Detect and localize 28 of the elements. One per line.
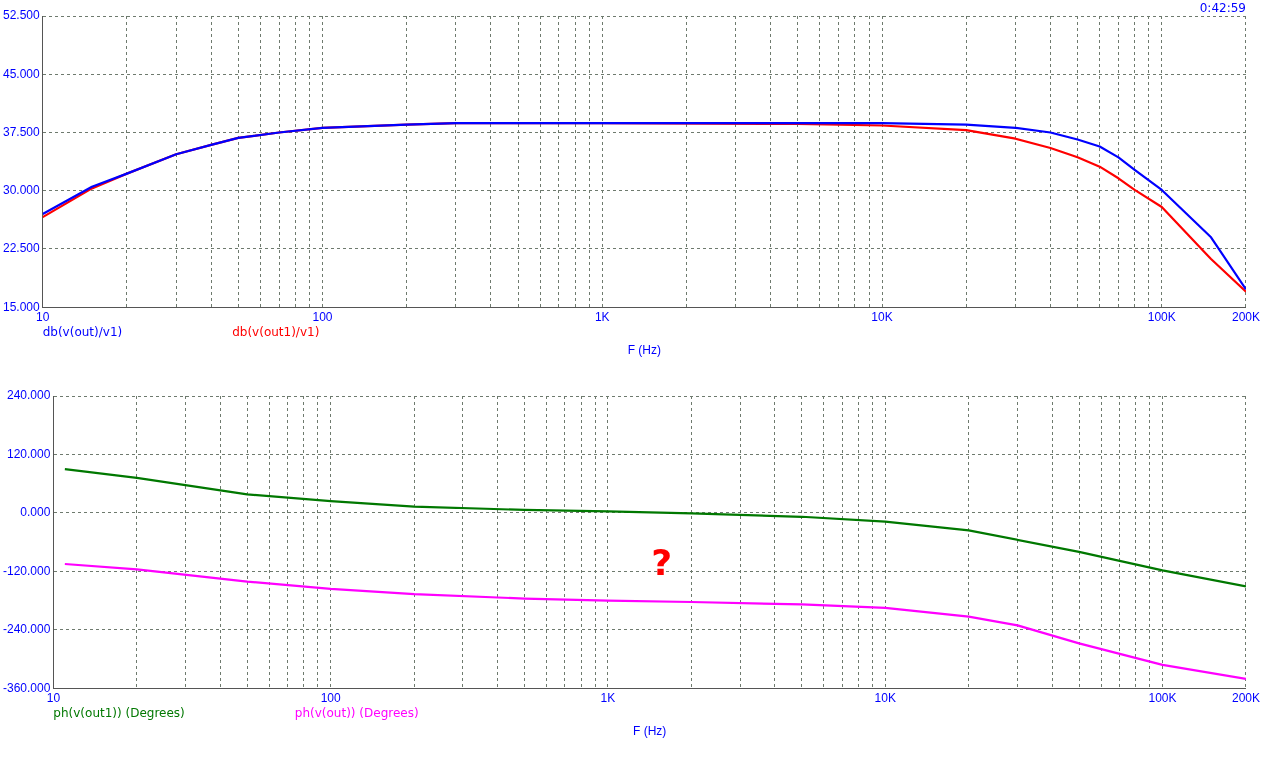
text: 0:42:59 <box>1199 1 1246 16</box>
annotation: ? <box>651 541 673 583</box>
x-tick-label: 100K <box>1148 690 1177 705</box>
x-tick-label: 1K <box>600 690 616 705</box>
x-tick-label: 10K <box>874 690 896 705</box>
x-tick-label: 10K <box>871 309 893 324</box>
y-tick-label: 45.000 <box>3 66 41 81</box>
x-tick-label: 200K <box>1231 309 1260 324</box>
y-tick-label: -240.000 <box>3 622 51 637</box>
y-tick-label: 30.000 <box>3 183 41 198</box>
x-tick-label: 100 <box>320 690 341 705</box>
y-tick-label: 240.000 <box>6 388 51 403</box>
y-tick-label: 37.500 <box>3 124 41 139</box>
text: ph(v(out1)) (Degrees) <box>53 706 185 721</box>
x-axis-title: F (Hz) <box>633 724 667 739</box>
x-tick-label: 100 <box>312 309 333 324</box>
x-axis-title: F (Hz) <box>627 343 662 358</box>
text: db(v(out)/v1) <box>42 325 123 340</box>
x-tick-label: 1K <box>594 309 610 324</box>
y-tick-label: 120.000 <box>6 446 51 461</box>
y-tick-label: 22.500 <box>3 241 41 256</box>
text: ph(v(out)) (Degrees) <box>294 706 419 721</box>
text: db(v(out1)/v1) <box>232 325 320 340</box>
y-tick-label: 0.000 <box>20 505 51 520</box>
x-tick-label: 100K <box>1147 309 1176 324</box>
y-tick-label: -120.000 <box>3 563 51 578</box>
y-tick-label: 52.500 <box>3 8 41 23</box>
x-tick-label: 200K <box>1231 690 1260 705</box>
